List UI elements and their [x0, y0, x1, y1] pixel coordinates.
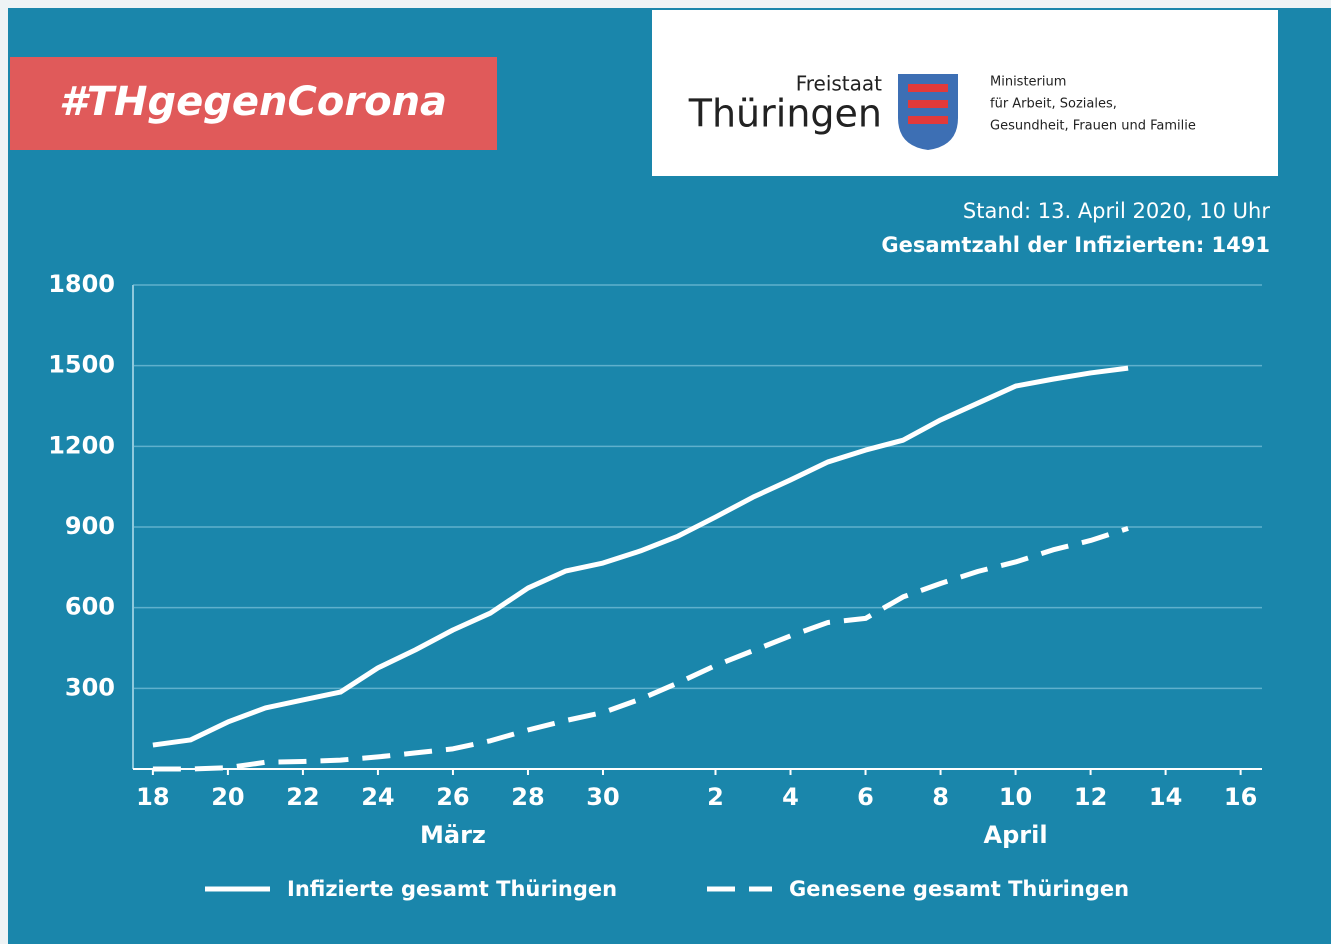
month-label: April [984, 821, 1048, 849]
legend-label: Infizierte gesamt Thüringen [287, 877, 617, 901]
x-tick-label: 26 [436, 783, 469, 811]
x-tick-label: 2 [707, 783, 724, 811]
badge: #THgegenCorona [59, 79, 447, 125]
logo-line2: Thüringen [688, 92, 882, 136]
x-tick-label: 20 [211, 783, 244, 811]
logo-line1: Freistaat [796, 72, 882, 96]
legend-label: Genesene gesamt Thüringen [789, 877, 1129, 901]
ministry-line: Ministerium [990, 75, 1066, 90]
subtitle: Stand: 13. April 2020, 10 Uhr [963, 199, 1270, 223]
y-tick-label: 600 [65, 593, 115, 621]
x-tick-label: 10 [999, 783, 1032, 811]
ministry-line: Gesundheit, Frauen und Familie [990, 119, 1196, 134]
x-tick-label: 6 [857, 783, 874, 811]
x-tick-label: 4 [782, 783, 799, 811]
ministry-line: für Arbeit, Soziales, [990, 97, 1117, 112]
x-tick-label: 14 [1149, 783, 1182, 811]
y-tick-label: 300 [65, 673, 115, 701]
logo-box [652, 10, 1278, 176]
x-tick-label: 8 [932, 783, 949, 811]
x-tick-label: 16 [1224, 783, 1257, 811]
badge-box [10, 57, 497, 150]
x-tick-label: 22 [286, 783, 319, 811]
month-label: März [420, 821, 486, 849]
y-tick-label: 900 [65, 512, 115, 540]
x-tick-label: 12 [1074, 783, 1107, 811]
y-tick-label: 1200 [48, 431, 115, 459]
series-line [152, 365, 1129, 748]
y-tick-label: 1500 [48, 351, 115, 379]
x-tick-label: 24 [361, 783, 394, 811]
y-tick-label: 1800 [48, 270, 115, 298]
coat-of-arms [898, 74, 958, 150]
x-tick-label: 30 [586, 783, 619, 811]
series-line [152, 525, 1129, 772]
annotation: Gesamtzahl der Infizierten: 1491 [881, 233, 1270, 257]
x-tick-label: 28 [511, 783, 544, 811]
x-tick-label: 18 [136, 783, 169, 811]
